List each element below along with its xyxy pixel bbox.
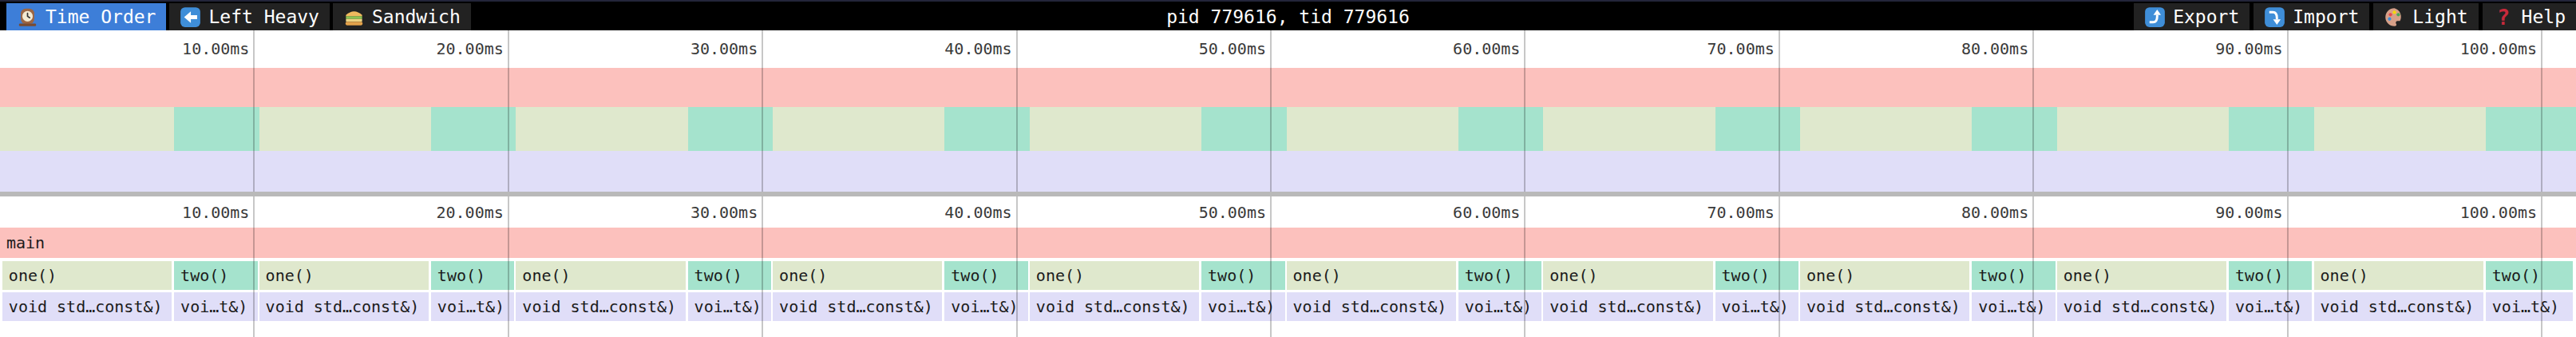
frame-one[interactable]: one(): [1287, 261, 1456, 290]
tab-label: Sandwich: [372, 6, 461, 27]
gridline: [1524, 30, 1525, 192]
time-tick-label: 40.00ms: [861, 196, 1012, 229]
action-label: Help: [2522, 6, 2566, 27]
sandwich-icon: [343, 6, 365, 28]
action-export-button[interactable]: Export: [2134, 3, 2250, 30]
frame-child-one[interactable]: void std…const&): [259, 292, 429, 321]
frame-two[interactable]: two(): [2486, 261, 2573, 290]
frame-two[interactable]: two(): [174, 261, 257, 290]
frame-child-two[interactable]: voi…t&): [688, 292, 771, 321]
time-tick-label: 100.00ms: [2385, 196, 2537, 229]
time-tick-label: 20.00ms: [352, 196, 504, 229]
frame-child-two[interactable]: voi…t&): [2486, 292, 2573, 321]
frame-child-two[interactable]: voi…t&): [1201, 292, 1284, 321]
gridline: [2287, 30, 2289, 192]
time-tick-label: 90.00ms: [2131, 196, 2283, 229]
tab-label: Time Order: [46, 6, 156, 27]
time-tick-label: 80.00ms: [1877, 196, 2028, 229]
frame-two[interactable]: two(): [431, 261, 514, 290]
gridline: [253, 30, 255, 192]
frame-two[interactable]: two(): [2229, 261, 2312, 290]
time-tick-label: 30.00ms: [606, 196, 758, 229]
frame-child-two[interactable]: voi…t&): [1715, 292, 1798, 321]
frame-one[interactable]: one(): [773, 261, 942, 290]
gridline: [1779, 30, 1780, 192]
toolbar-actions: Export Import Light? Help: [2134, 3, 2576, 30]
action-import-button[interactable]: Import: [2254, 3, 2369, 30]
gridline: [762, 30, 763, 192]
frame-child-two[interactable]: voi…t&): [944, 292, 1027, 321]
gridline: [2032, 30, 2034, 192]
time-tick-label: 10.00ms: [97, 196, 249, 229]
frame-one[interactable]: one(): [2, 261, 172, 290]
flamechart[interactable]: 10.00ms 20.00ms 30.00ms 40.00ms 50.00ms 60.00…: [0, 196, 2576, 337]
time-tick-label: 60.00ms: [1368, 196, 1520, 229]
frame-two[interactable]: two(): [1972, 261, 2055, 290]
time-tick-label: 70.00ms: [1623, 196, 1775, 229]
left-arrow-icon: [180, 6, 201, 28]
minimap-divider: [0, 192, 2576, 196]
palette-icon: [2384, 6, 2405, 28]
time-tick-label: 50.00ms: [1114, 196, 1266, 229]
frame-child-one[interactable]: void std…const&): [1543, 292, 1712, 321]
action-help-button[interactable]: ? Help: [2483, 3, 2576, 30]
toolbar: Time Order Left Heavy Sandwich pid 779616,…: [0, 0, 2576, 30]
action-theme-button[interactable]: Light: [2373, 3, 2478, 30]
gridline: [1270, 30, 1272, 192]
frame-child-one[interactable]: void std…const&): [1030, 292, 1199, 321]
flamechart-row-frames: one()two()one()two()one()two()one()two()…: [0, 261, 2576, 290]
frame-child-one[interactable]: void std…const&): [2314, 292, 2483, 321]
frame-child-one[interactable]: void std…const&): [773, 292, 942, 321]
frame-one[interactable]: one(): [516, 261, 685, 290]
action-label: Export: [2173, 6, 2239, 27]
frame-child-one[interactable]: void std…const&): [2, 292, 172, 321]
profile-title: pid 779616, tid 779616: [1166, 3, 1410, 30]
flamechart-time-axis: 10.00ms 20.00ms 30.00ms 40.00ms 50.00ms 60.00…: [0, 196, 2576, 229]
frame-two[interactable]: two(): [688, 261, 771, 290]
clock-icon: [17, 6, 38, 28]
frame-child-two[interactable]: voi…t&): [1972, 292, 2055, 321]
frame-two[interactable]: two(): [944, 261, 1027, 290]
tab-label: Left Heavy: [208, 6, 319, 27]
action-label: Import: [2293, 6, 2359, 27]
frame-one[interactable]: one(): [1800, 261, 1969, 290]
help-icon: ?: [2493, 6, 2515, 28]
view-mode-tabs: Time Order Left Heavy Sandwich: [6, 3, 471, 30]
flamechart-row-children: void std…const&)voi…t&)void std…const&)v…: [0, 292, 2576, 321]
frame-one[interactable]: one(): [2057, 261, 2226, 290]
frame-child-one[interactable]: void std…const&): [1287, 292, 1456, 321]
action-label: Light: [2412, 6, 2467, 27]
frame-one[interactable]: one(): [259, 261, 429, 290]
frame-one[interactable]: one(): [1543, 261, 1712, 290]
frame-two[interactable]: two(): [1715, 261, 1798, 290]
frame-one[interactable]: one(): [2314, 261, 2483, 290]
gridline: [1016, 30, 1018, 192]
gridline: [2541, 30, 2542, 192]
frame-one[interactable]: one(): [1030, 261, 1199, 290]
tab-sandwich[interactable]: Sandwich: [333, 3, 471, 30]
export-icon: [2144, 6, 2166, 28]
tab-time-order[interactable]: Time Order: [6, 3, 166, 30]
frame-child-one[interactable]: void std…const&): [516, 292, 685, 321]
frame-child-two[interactable]: voi…t&): [174, 292, 257, 321]
frame-child-two[interactable]: voi…t&): [1458, 292, 1541, 321]
frame-two[interactable]: two(): [1458, 261, 1541, 290]
frame-child-one[interactable]: void std…const&): [2057, 292, 2226, 321]
frame-two[interactable]: two(): [1201, 261, 1284, 290]
frame-child-one[interactable]: void std…const&): [1800, 292, 1969, 321]
frame-child-two[interactable]: voi…t&): [431, 292, 514, 321]
frame-child-two[interactable]: voi…t&): [2229, 292, 2312, 321]
frame-main[interactable]: main: [0, 228, 2576, 258]
flamechart-row-main: main: [0, 228, 2576, 258]
minimap-gridlines: [0, 30, 2576, 192]
minimap[interactable]: 10.00ms20.00ms30.00ms40.00ms50.00ms60.00…: [0, 30, 2576, 196]
import-icon: [2264, 6, 2285, 28]
gridline: [508, 30, 509, 192]
tab-left-heavy[interactable]: Left Heavy: [169, 3, 329, 30]
speedscope-app: Time Order Left Heavy Sandwich pid 779616,…: [0, 0, 2576, 337]
